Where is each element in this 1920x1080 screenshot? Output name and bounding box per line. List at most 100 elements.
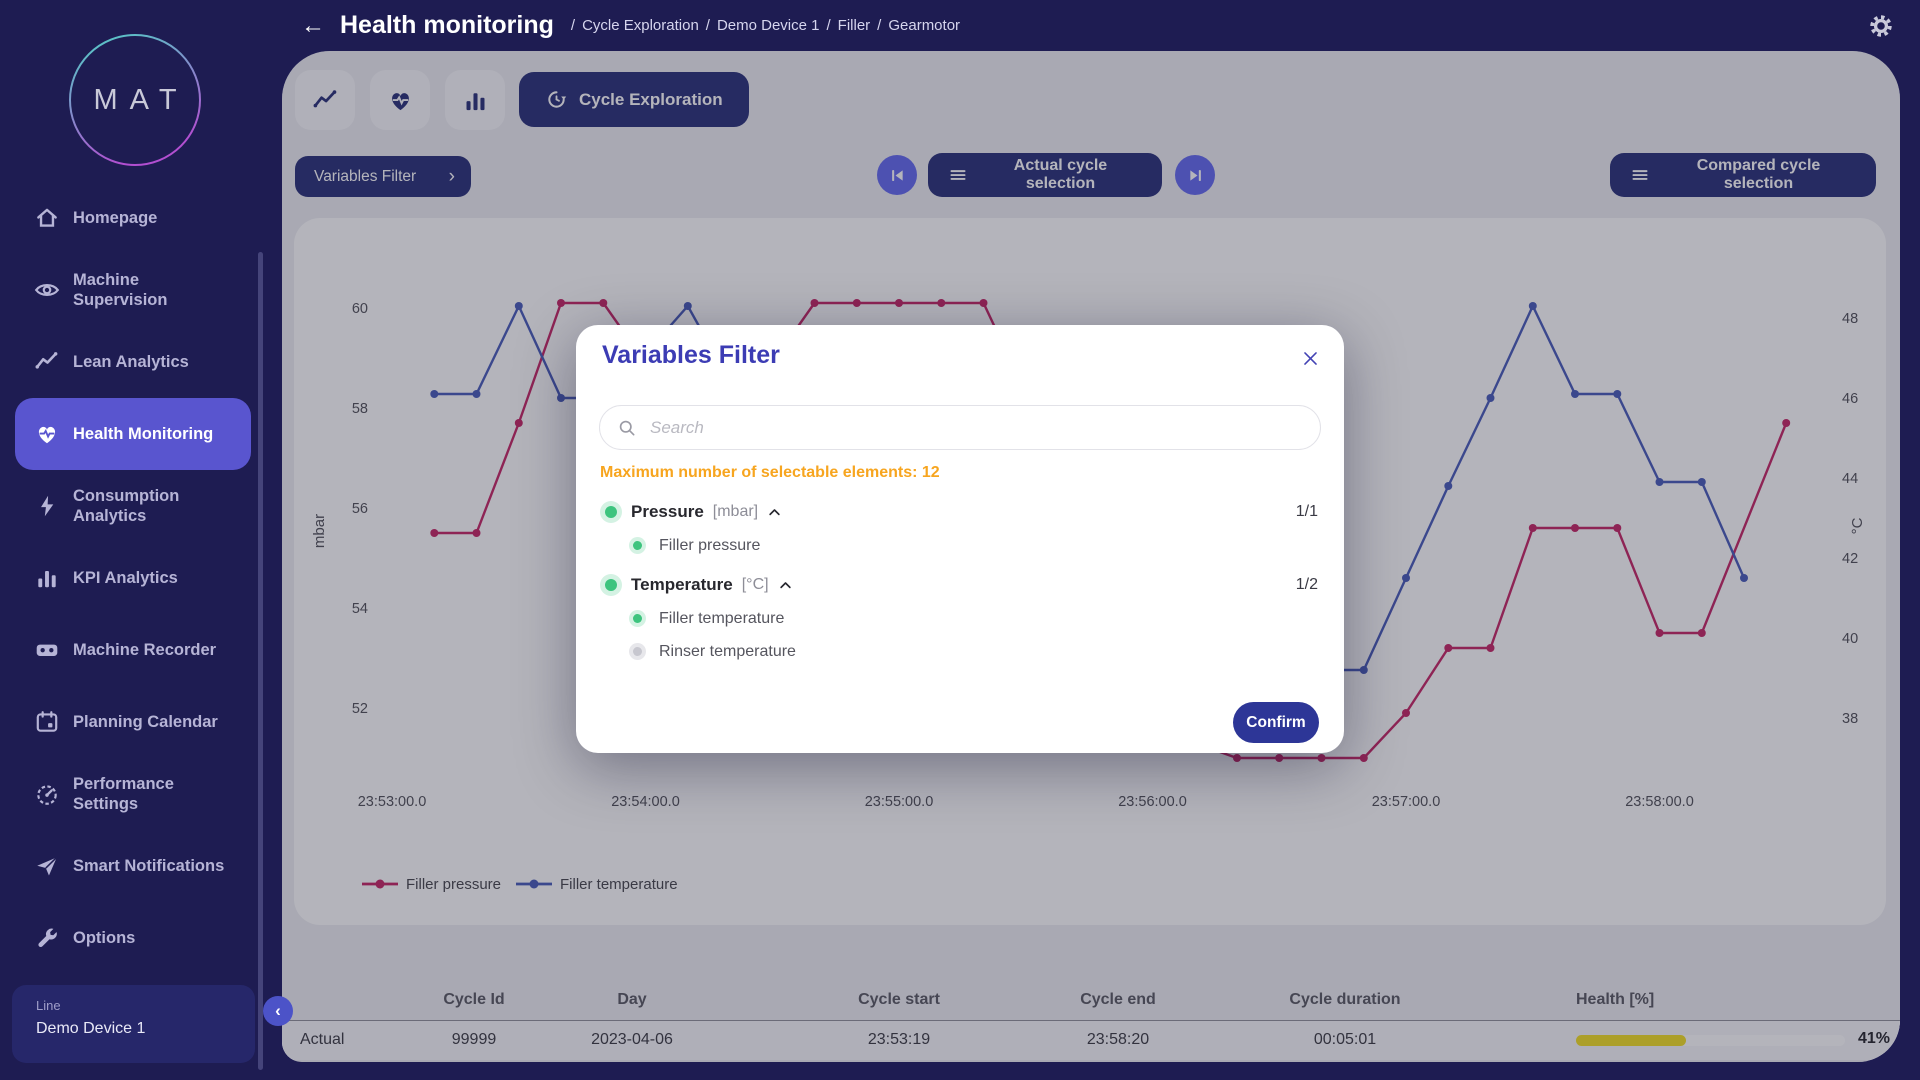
skip-next-icon [1186, 166, 1205, 185]
search-input[interactable] [648, 416, 1320, 439]
tab-health[interactable] [370, 70, 430, 130]
previous-cycle-button[interactable] [877, 155, 917, 195]
tab-cycle-exploration[interactable]: Cycle Exploration [519, 72, 749, 127]
bolt-icon [34, 493, 60, 519]
sidebar-item-label: Options [73, 928, 136, 947]
compared-cycle-label: Compared cycle selection [1696, 157, 1821, 192]
logo-text: MAT [93, 83, 189, 116]
option-selected-dot [629, 537, 646, 554]
modal-title: Variables Filter [602, 341, 780, 369]
variable-group-temperature[interactable]: Temperature [°C] 1/2 [600, 568, 1320, 602]
back-button[interactable]: ← [301, 11, 325, 39]
variable-option-filler-pressure[interactable]: Filler pressure [629, 529, 1320, 562]
sidebar-item-lean-analytics[interactable]: Lean Analytics [15, 326, 251, 398]
sidebar-collapse-button[interactable]: ‹ [263, 996, 293, 1026]
sidebar-item-consumption-analytics[interactable]: Consumption Analytics [15, 470, 251, 542]
chevron-up-icon[interactable] [767, 505, 782, 520]
svg-text:23:57:00.0: 23:57:00.0 [1372, 794, 1441, 810]
sidebar-item-kpi-analytics[interactable]: KPI Analytics [15, 542, 251, 614]
settings-gear-button[interactable] [1868, 13, 1894, 39]
home-icon [34, 205, 60, 231]
max-elements-note: Maximum number of selectable elements: 1… [600, 464, 940, 481]
actual-cycle-label: Actual cycle selection [1013, 157, 1108, 192]
svg-text:54: 54 [352, 601, 368, 617]
group-unit: [°C] [741, 576, 769, 593]
device-selector[interactable]: Line Demo Device 1 [12, 985, 255, 1063]
sidebar-item-machine-recorder[interactable]: Machine Recorder [15, 614, 251, 686]
column-header-cycle-end: Cycle end [1080, 991, 1156, 1008]
breadcrumb-separator: / [877, 17, 882, 34]
group-count: 1/1 [1295, 503, 1318, 520]
wrench-icon [34, 925, 60, 951]
variable-option-filler-temperature[interactable]: Filler temperature [629, 602, 1320, 635]
sidebar-item-label: KPI Analytics [73, 568, 178, 587]
variables-filter-label: Variables Filter [314, 167, 417, 185]
breadcrumb-item[interactable]: Demo Device 1 [716, 17, 820, 34]
trend-icon [34, 349, 60, 375]
close-button[interactable] [1301, 349, 1320, 368]
hamburger-icon [1630, 165, 1650, 185]
cell-cycle-duration: 00:05:01 [1313, 1031, 1377, 1048]
variables-filter-button[interactable]: Variables Filter › [295, 156, 471, 197]
sidebar-item-label: Performance Settings [73, 774, 174, 813]
group-name: Pressure [631, 502, 704, 521]
cell-cycle-end: 23:58:20 [1086, 1031, 1150, 1048]
sidebar-item-homepage[interactable]: Homepage [15, 182, 251, 254]
device-name: Demo Device 1 [36, 1020, 146, 1037]
sidebar-item-options[interactable]: Options [15, 902, 251, 974]
variable-group-pressure[interactable]: Pressure [mbar] 1/1 [600, 495, 1320, 529]
actual-cycle-selection-button[interactable]: Actual cycle selection [928, 153, 1162, 197]
sidebar-item-label: Health Monitoring [73, 424, 214, 443]
row-label: Actual [300, 1031, 345, 1048]
column-header-cycle-duration: Cycle duration [1289, 991, 1401, 1008]
svg-text:23:55:00.0: 23:55:00.0 [865, 794, 934, 810]
svg-text:Filler pressure: Filler pressure [406, 876, 501, 893]
sidebar-item-smart-notifications[interactable]: Smart Notifications [15, 830, 251, 902]
send-icon [34, 853, 60, 879]
sidebar-item-performance-settings[interactable]: Performance Settings [15, 758, 251, 830]
bar-chart-icon [34, 565, 60, 591]
breadcrumb-item[interactable]: Gearmotor [888, 17, 961, 34]
breadcrumb-item[interactable]: Cycle Exploration [582, 17, 699, 34]
svg-text:46: 46 [1842, 391, 1858, 407]
next-cycle-button[interactable] [1175, 155, 1215, 195]
gauge-icon [34, 781, 60, 807]
svg-text:23:56:00.0: 23:56:00.0 [1118, 794, 1187, 810]
tab-kpi[interactable] [445, 70, 505, 130]
compared-cycle-selection-button[interactable]: Compared cycle selection [1610, 153, 1876, 197]
sidebar-item-label: Planning Calendar [73, 712, 218, 731]
breadcrumb-separator: / [705, 17, 710, 34]
sidebar-item-planning-calendar[interactable]: Planning Calendar [15, 686, 251, 758]
confirm-button[interactable]: Confirm [1233, 702, 1319, 743]
column-header-health-: Health [%] [1576, 991, 1655, 1008]
sidebar-item-label: Homepage [73, 208, 158, 227]
svg-text:48: 48 [1842, 311, 1858, 327]
tab-line-chart[interactable] [295, 70, 355, 130]
header: ← Health monitoring / Cycle Exploration / D… [265, 0, 1920, 51]
variable-option-label: Filler pressure [659, 536, 761, 554]
logo-ring-icon [69, 34, 201, 166]
sidebar-scrollbar[interactable] [258, 252, 263, 1070]
chevron-up-icon[interactable] [778, 578, 793, 593]
svg-text:52: 52 [352, 701, 368, 717]
history-icon [545, 88, 568, 111]
svg-text:40: 40 [1842, 631, 1858, 647]
sidebar-item-health-monitoring[interactable]: Health Monitoring [15, 398, 251, 470]
heart-pulse-icon [34, 421, 60, 447]
svg-text:23:54:00.0: 23:54:00.0 [611, 794, 680, 810]
sidebar-item-label: Consumption Analytics [73, 486, 180, 525]
heart-pulse-icon [387, 87, 414, 114]
variable-option-rinser-temperature[interactable]: Rinser temperature [629, 635, 1320, 668]
svg-text:60: 60 [352, 301, 368, 317]
breadcrumb-item[interactable]: Filler [837, 17, 871, 34]
column-header-cycle-start: Cycle start [858, 991, 940, 1008]
sidebar-item-label: Lean Analytics [73, 352, 189, 371]
sidebar-nav: Homepage Machine Supervision Lean Analyt… [0, 182, 265, 974]
column-header-cycle-id: Cycle Id [443, 991, 505, 1008]
svg-text:23:58:00.0: 23:58:00.0 [1625, 794, 1694, 810]
cell-cycle-start: 23:53:19 [867, 1031, 931, 1048]
svg-text:56: 56 [352, 501, 368, 517]
sidebar-item-machine-supervision[interactable]: Machine Supervision [15, 254, 251, 326]
calendar-icon [34, 709, 60, 735]
variables-filter-modal: Variables Filter Maximum number of selec… [576, 325, 1344, 753]
